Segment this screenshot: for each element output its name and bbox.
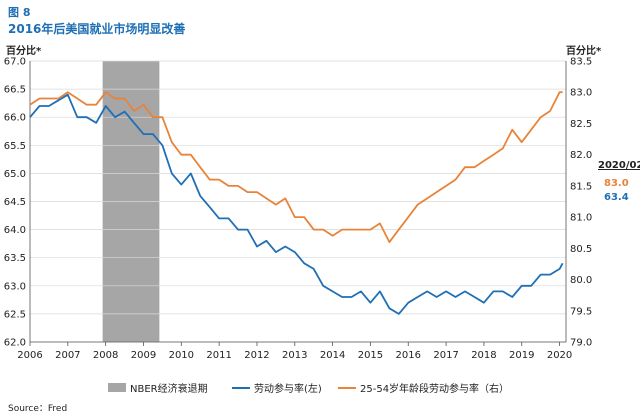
left-tick-label: 63.5 [4, 253, 26, 264]
chart-svg: 62.0 62.5 63.0 63.5 64.0 64.5 65.0 65.5 66.0 66.5… [0, 0, 640, 418]
left-tick-label: 66.5 [4, 85, 26, 96]
x-tick-label: 2016 [396, 350, 421, 361]
left-tick-label: 65.0 [4, 169, 26, 180]
legend-label-prime: 25-54岁年龄段劳动参与率（右） [360, 380, 509, 395]
right-tick-label: 83.5 [570, 57, 592, 68]
x-tick-label: 2019 [509, 350, 534, 361]
x-tick-label: 2013 [282, 350, 307, 361]
right-tick-label: 80.5 [570, 244, 592, 255]
x-tick-label: 2010 [169, 350, 194, 361]
x-tick-label: 2017 [433, 350, 458, 361]
x-tick-label: 2007 [55, 350, 80, 361]
annotation-lfpr-value: 63.4 [604, 192, 629, 203]
right-tick-label: 82.5 [570, 119, 592, 130]
left-tick-label: 63.0 [4, 281, 26, 292]
x-tick-label: 2008 [93, 350, 118, 361]
left-tick-label: 62.5 [4, 309, 26, 320]
left-tick-label: 64.5 [4, 197, 26, 208]
legend-swatch-recession [108, 383, 126, 392]
left-tick-label: 67.0 [4, 57, 26, 68]
annotation-date: 2020/02 [598, 160, 640, 171]
left-tick-label: 64.0 [4, 225, 26, 236]
legend-item-prime: 25-54岁年龄段劳动参与率（右） [338, 380, 509, 395]
legend-label-lfpr: 劳动参与率(左) [254, 380, 322, 395]
legend-item-lfpr: 劳动参与率(左) [232, 380, 322, 395]
legend-swatch-lfpr [232, 387, 250, 389]
x-tick-label: 2012 [244, 350, 269, 361]
right-tick-label: 80.0 [570, 275, 592, 286]
x-tick-label: 2011 [206, 350, 231, 361]
legend-swatch-prime [338, 387, 356, 389]
right-tick-label: 79.5 [570, 306, 592, 317]
left-tick-label: 62.0 [4, 338, 26, 349]
legend: NBER经济衰退期 劳动参与率(左) 25-54岁年龄段劳动参与率（右） [0, 380, 640, 394]
right-tick-label: 83.0 [570, 88, 592, 99]
x-tick-label: 2009 [131, 350, 156, 361]
legend-item-recession: NBER经济衰退期 [108, 380, 208, 395]
x-tick-label: 2006 [17, 350, 42, 361]
left-tick-label: 66.0 [4, 113, 26, 124]
source-note: Source：Fred [8, 401, 67, 414]
x-tick-label: 2015 [358, 350, 383, 361]
legend-label-recession: NBER经济衰退期 [130, 380, 208, 395]
x-tick-label: 2014 [320, 350, 345, 361]
right-tick-label: 82.0 [570, 150, 592, 161]
x-tick-label: 2020 [547, 350, 572, 361]
annotation-prime-value: 83.0 [604, 178, 629, 189]
right-tick-label: 81.0 [570, 213, 592, 224]
right-tick-label: 79.0 [570, 338, 592, 349]
x-tick-label: 2018 [471, 350, 496, 361]
left-tick-label: 65.5 [4, 141, 26, 152]
right-tick-label: 81.5 [570, 181, 592, 192]
